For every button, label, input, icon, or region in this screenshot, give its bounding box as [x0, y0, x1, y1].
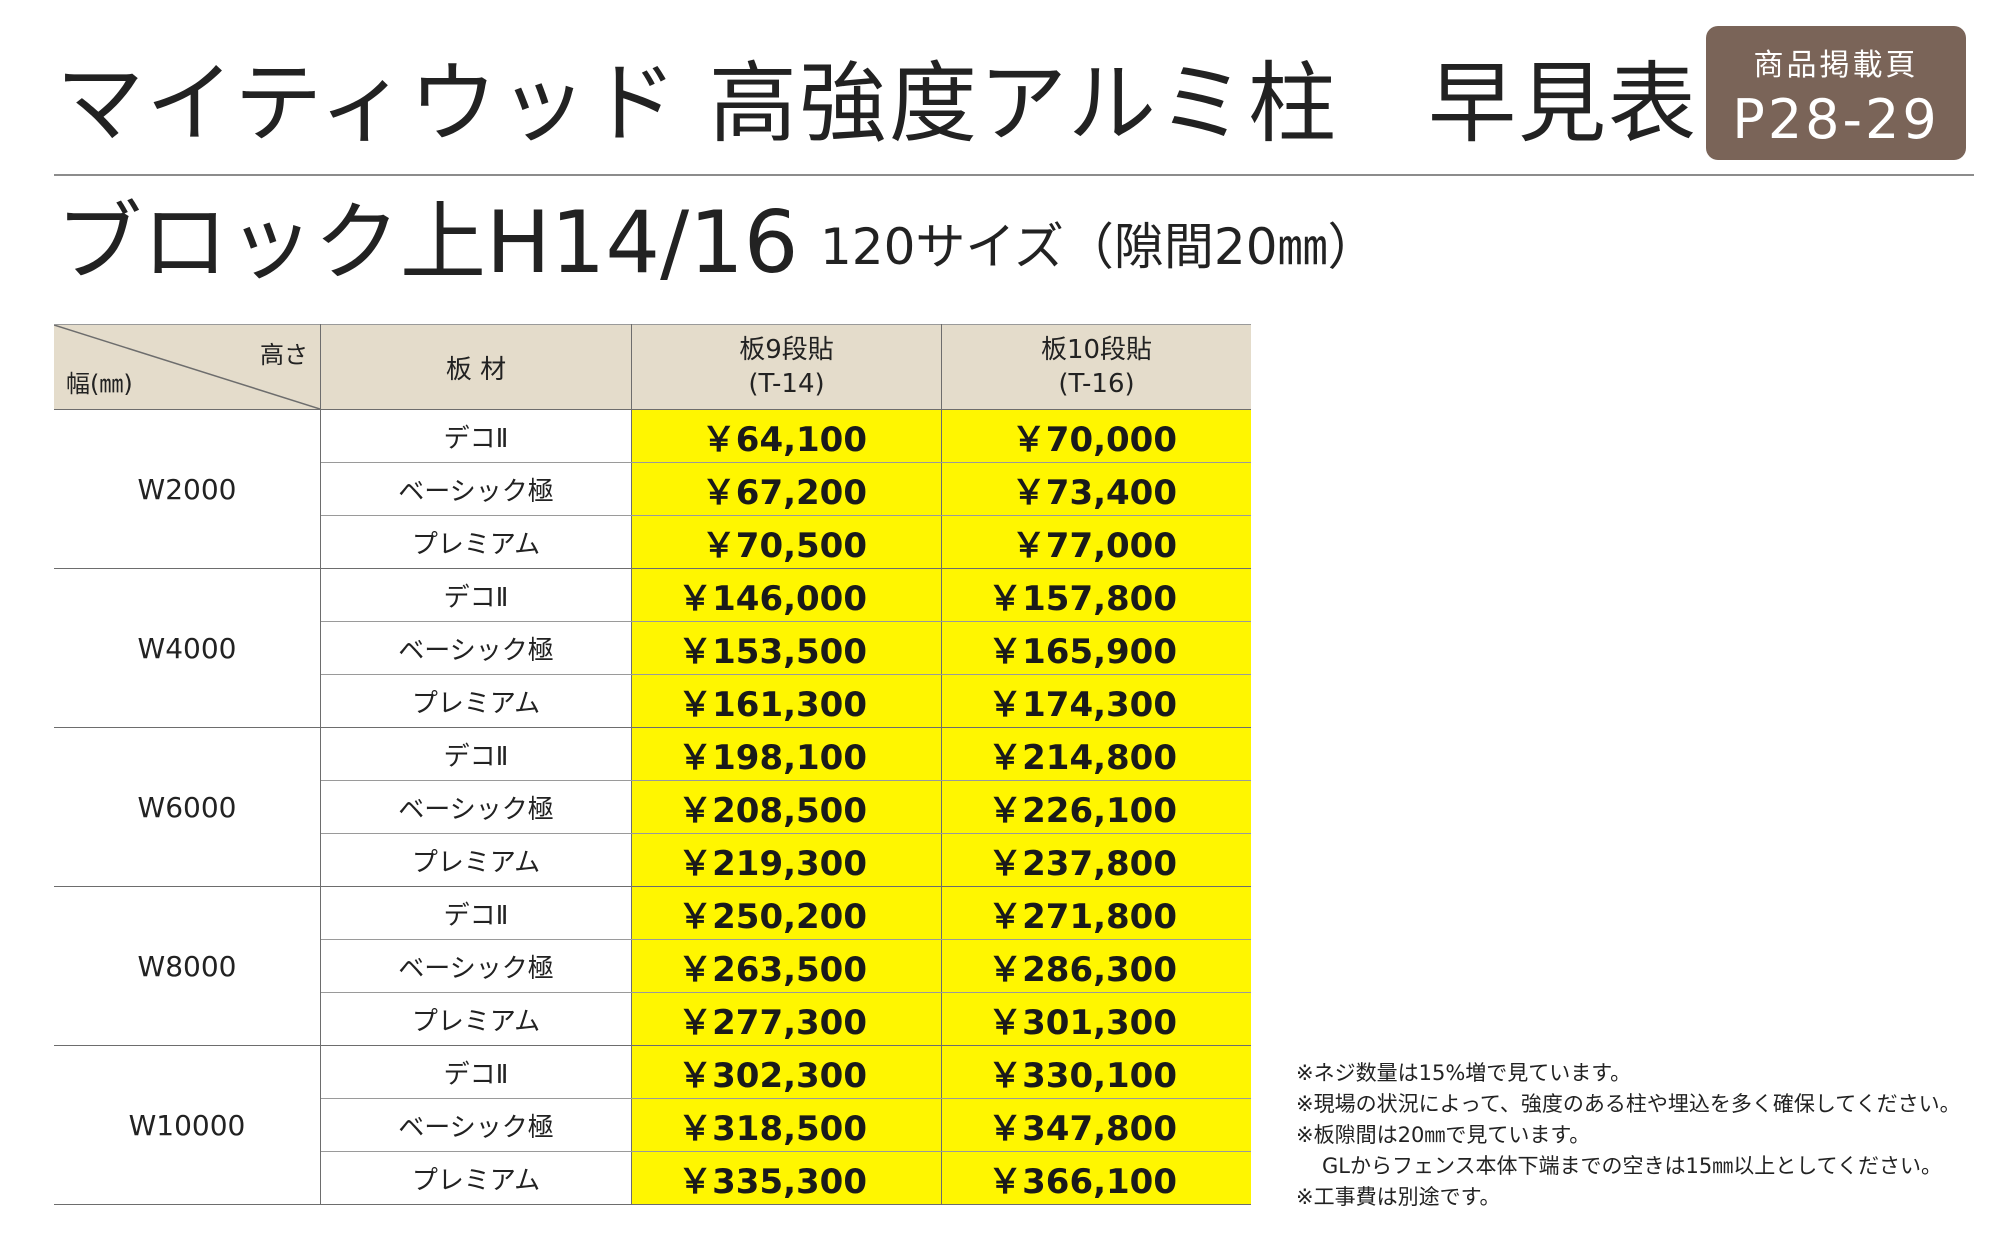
- price-cell: ￥301,300: [941, 992, 1251, 1046]
- material-cell: ベーシック極: [320, 462, 632, 516]
- table-row: W6000 デコⅡ ￥198,100 ￥214,800: [54, 727, 1251, 887]
- section-subtitle: 120サイズ（隙間20㎜）: [820, 218, 1378, 276]
- badge-pages: P28-29: [1732, 88, 1940, 151]
- title-divider: [54, 174, 1974, 176]
- price-cell: ￥165,900: [941, 621, 1251, 675]
- header-col-t14-code: (T-14): [748, 369, 825, 399]
- footnote: ※板隙間は20㎜で見ています。: [1296, 1123, 1591, 1147]
- material-cell: デコⅡ: [320, 1045, 632, 1099]
- table-row: プレミアム ￥277,300 ￥301,300: [54, 992, 1251, 1046]
- material-cell: ベーシック極: [320, 621, 632, 675]
- material-cell: プレミアム: [320, 992, 632, 1046]
- header-col-t16-name: 板10段貼: [1040, 335, 1153, 365]
- price-cell: ￥237,800: [941, 833, 1251, 887]
- material-cell: デコⅡ: [320, 409, 632, 463]
- material-cell: デコⅡ: [320, 886, 632, 940]
- price-cell: ￥64,100: [631, 409, 942, 463]
- price-table: 高さ 幅(㎜) 板 材 板9段貼 (T-14) 板10段貼 (T-16) W20…: [54, 324, 1251, 1205]
- price-cell: ￥347,800: [941, 1098, 1251, 1152]
- header-col-t14-name: 板9段貼: [739, 335, 834, 365]
- table-row: プレミアム ￥161,300 ￥174,300: [54, 674, 1251, 728]
- table-row: プレミアム ￥335,300 ￥366,100: [54, 1151, 1251, 1205]
- header-col-t14: 板9段貼 (T-14): [631, 324, 942, 410]
- table-row: ベーシック極 ￥263,500 ￥286,300: [54, 939, 1251, 993]
- table-row: ベーシック極 ￥153,500 ￥165,900: [54, 621, 1251, 675]
- price-cell: ￥70,000: [941, 409, 1251, 463]
- material-cell: プレミアム: [320, 1151, 632, 1205]
- width-cell: W8000: [54, 886, 321, 1046]
- header-height-label: 高さ: [260, 341, 308, 369]
- footnote: ※現場の状況によって、強度のある柱や埋込を多く確保してください。: [1296, 1092, 1961, 1116]
- width-cell: W4000: [54, 568, 321, 728]
- table-row: ベーシック極 ￥67,200 ￥73,400: [54, 462, 1251, 516]
- price-cell: ￥219,300: [631, 833, 942, 887]
- material-cell: ベーシック極: [320, 1098, 632, 1152]
- material-cell: プレミアム: [320, 515, 632, 569]
- price-cell: ￥250,200: [631, 886, 942, 940]
- price-cell: ￥67,200: [631, 462, 942, 516]
- table-row: ベーシック極 ￥208,500 ￥226,100: [54, 780, 1251, 834]
- price-cell: ￥277,300: [631, 992, 942, 1046]
- table-row: W2000 デコⅡ ￥64,100 ￥70,000: [54, 409, 1251, 569]
- header-corner-cell: 高さ 幅(㎜): [54, 324, 321, 410]
- price-cell: ￥153,500: [631, 621, 942, 675]
- material-cell: ベーシック極: [320, 939, 632, 993]
- width-cell: W10000: [54, 1045, 321, 1205]
- header-col-t16-code: (T-16): [1058, 369, 1135, 399]
- page-reference-badge: 商品掲載頁 P28-29: [1706, 26, 1966, 160]
- material-cell: デコⅡ: [320, 727, 632, 781]
- price-cell: ￥318,500: [631, 1098, 942, 1152]
- material-cell: プレミアム: [320, 674, 632, 728]
- material-cell: ベーシック極: [320, 780, 632, 834]
- price-cell: ￥146,000: [631, 568, 942, 622]
- price-cell: ￥263,500: [631, 939, 942, 993]
- footnotes: ※ネジ数量は15%増で見ています。 ※現場の状況によって、強度のある柱や埋込を多…: [1296, 1058, 1961, 1213]
- table-row: W10000 デコⅡ ￥302,300 ￥330,100: [54, 1045, 1251, 1205]
- table-header-row: 高さ 幅(㎜) 板 材 板9段貼 (T-14) 板10段貼 (T-16): [54, 324, 1251, 410]
- price-cell: ￥161,300: [631, 674, 942, 728]
- header-col-t16: 板10段貼 (T-16): [941, 324, 1251, 410]
- price-cell: ￥271,800: [941, 886, 1251, 940]
- price-cell: ￥208,500: [631, 780, 942, 834]
- price-cell: ￥198,100: [631, 727, 942, 781]
- price-cell: ￥174,300: [941, 674, 1251, 728]
- table-row: プレミアム ￥70,500 ￥77,000: [54, 515, 1251, 569]
- section-title: ブロック上H14/16: [56, 193, 799, 293]
- footnote: ※工事費は別途です。: [1296, 1185, 1501, 1209]
- price-cell: ￥335,300: [631, 1151, 942, 1205]
- header-width-label: 幅(㎜): [66, 370, 133, 398]
- footnote: ※ネジ数量は15%増で見ています。: [1296, 1061, 1632, 1085]
- price-cell: ￥70,500: [631, 515, 942, 569]
- table-row: W4000 デコⅡ ￥146,000 ￥157,800: [54, 568, 1251, 728]
- price-cell: ￥157,800: [941, 568, 1251, 622]
- badge-label: 商品掲載頁: [1753, 48, 1919, 83]
- width-cell: W6000: [54, 727, 321, 887]
- price-cell: ￥214,800: [941, 727, 1251, 781]
- price-cell: ￥286,300: [941, 939, 1251, 993]
- material-cell: デコⅡ: [320, 568, 632, 622]
- price-cell: ￥366,100: [941, 1151, 1251, 1205]
- page-title: マイティウッド 高強度アルミ柱 早見表: [56, 52, 1699, 155]
- price-cell: ￥330,100: [941, 1045, 1251, 1099]
- table-row: プレミアム ￥219,300 ￥237,800: [54, 833, 1251, 887]
- diagonal-divider: [54, 325, 320, 409]
- table-row: ベーシック極 ￥318,500 ￥347,800: [54, 1098, 1251, 1152]
- price-cell: ￥73,400: [941, 462, 1251, 516]
- width-cell: W2000: [54, 409, 321, 569]
- material-cell: プレミアム: [320, 833, 632, 887]
- price-cell: ￥302,300: [631, 1045, 942, 1099]
- price-cell: ￥77,000: [941, 515, 1251, 569]
- table-row: W8000 デコⅡ ￥250,200 ￥271,800: [54, 886, 1251, 1046]
- price-cell: ￥226,100: [941, 780, 1251, 834]
- header-material: 板 材: [320, 324, 632, 410]
- footnote: GLからフェンス本体下端までの空きは15㎜以上としてください。: [1322, 1154, 1943, 1178]
